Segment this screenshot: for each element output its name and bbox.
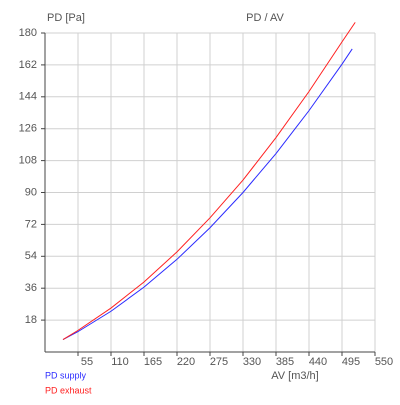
y-tick-label: 162	[19, 59, 37, 71]
chart-title: PD / AV	[246, 12, 284, 24]
y-tick-label: 144	[19, 91, 37, 103]
x-tick-label: 495	[342, 356, 360, 368]
y-tick-label: 90	[25, 186, 37, 198]
y-tick-label: 180	[19, 27, 37, 39]
y-tick-label: 54	[25, 250, 37, 262]
x-tick-label: 220	[177, 356, 195, 368]
plot-area	[62, 22, 356, 341]
legend-entry: PD supply	[45, 370, 87, 380]
x-tick-label: 55	[81, 356, 93, 368]
y-axis-label: PD [Pa]	[47, 12, 85, 24]
x-tick-label: 385	[276, 356, 294, 368]
x-tick-label: 275	[210, 356, 228, 368]
y-tick-label: 36	[25, 282, 37, 294]
y-tick-label: 126	[19, 123, 37, 135]
legend-entry: PD exhaust	[45, 385, 92, 395]
data-line	[62, 48, 353, 341]
x-tick-label: 330	[243, 356, 261, 368]
grid	[45, 32, 376, 352]
x-tick-label: 440	[309, 356, 327, 368]
data-line	[62, 22, 356, 341]
y-tick-label: 72	[25, 218, 37, 230]
x-tick-label: 165	[144, 356, 162, 368]
x-axis-label: AV [m3/h]	[271, 370, 318, 382]
y-tick-label: 18	[25, 314, 37, 326]
y-tick-label: 108	[19, 155, 37, 167]
x-tick-label: 110	[111, 356, 129, 368]
x-tick-label: 550	[375, 356, 393, 368]
